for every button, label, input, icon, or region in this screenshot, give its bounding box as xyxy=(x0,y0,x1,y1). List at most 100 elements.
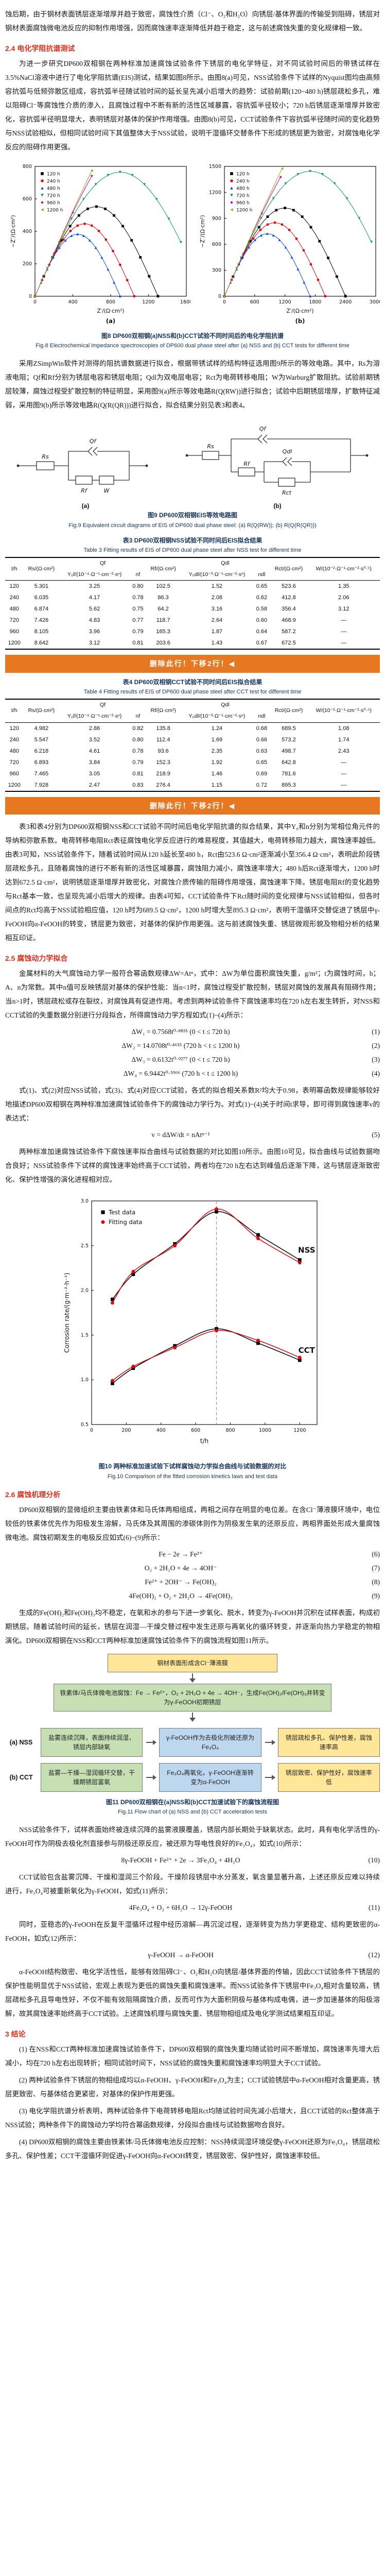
svg-text:Fitting data: Fitting data xyxy=(109,1218,142,1226)
paragraph-circuit-intro: 采用ZSimpWin软件对测得的阻抗谱数据进行拟合，根据带锈试样的结构特征选用图… xyxy=(5,360,380,410)
table-cell: 86.3 xyxy=(157,595,169,601)
flow-connector xyxy=(192,1673,193,1679)
table-row: 480 6.218 4.61 0.78 93.6 2.35 0.63 498.7 2.43 xyxy=(5,745,380,757)
paragraph-mechanism-summary: α-FeOOH结构致密、电化学活性低，能够有效阻碍Cl⁻、O₂和H₂O向锈层/基… xyxy=(5,1968,380,2018)
table-cell: 720 xyxy=(9,617,19,624)
table-cell: 3.12 xyxy=(338,606,349,613)
table-cell: 5.547 xyxy=(34,736,49,743)
col-header: Qdl xyxy=(221,702,230,708)
table-cell: 3.84 xyxy=(89,759,100,766)
figure-10-caption-en: Fig.10 Comparison of the fitted corrosio… xyxy=(107,1473,278,1480)
table-cell: 412.8 xyxy=(282,595,296,601)
table-cell: 93.6 xyxy=(157,748,169,754)
svg-text:1.0: 1.0 xyxy=(81,1378,89,1383)
svg-text:1200: 1200 xyxy=(293,1428,306,1433)
table-row: 1200 8.642 3.12 0.81 203.6 1.43 0.67 672.5 — xyxy=(5,637,380,649)
conclusion-item-3: (3) 电化学阻抗谱分析表明，两种试验条件下电荷转移电阻Rct均随试验时间先减小… xyxy=(5,2107,380,2129)
table-row: 960 7.465 3.05 0.81 218.9 1.46 0.69 781.6 — xyxy=(5,768,380,779)
manuscript-page: 蚀后期，由于钢材表面锈层逐渐增厚并趋于致密，腐蚀性介质（Cl⁻、O₂和H₂O）向… xyxy=(5,10,380,2160)
equation-1: ΔW₁ = 0.7568t⁰·⁸⁸³⁵ (0 < t ≤ 720 h) (1) xyxy=(5,1028,380,1036)
label-qf: Qf xyxy=(90,438,97,445)
table-cell: 218.9 xyxy=(156,770,170,777)
equation-number: (3) xyxy=(372,1056,380,1064)
svg-text:0: 0 xyxy=(223,299,226,305)
svg-text:720 h: 720 h xyxy=(236,194,250,199)
svg-text:120 h: 120 h xyxy=(236,172,250,177)
figure-8-caption-en: Fig.8 Electrochemical impedance spectros… xyxy=(36,343,349,349)
arrow-right-icon xyxy=(265,1774,275,1780)
equation-number: (7) xyxy=(372,1564,380,1572)
table-cell: 7.426 xyxy=(34,617,49,624)
table-3-title-en: Table 3 Fitting results of EIS of DP600 … xyxy=(83,547,302,554)
label-qf: Qf xyxy=(259,426,267,432)
equation-6: Fe − 2e → Fe²⁺ (6) xyxy=(5,1550,380,1558)
svg-text:0.5: 0.5 xyxy=(81,1422,89,1428)
table-row: 240 5.547 3.52 0.80 112.4 1.69 0.66 573.2 1.74 xyxy=(5,734,380,745)
table-cell: 0.77 xyxy=(132,617,144,624)
flow-box: 锈层疏松多孔、保护性差，腐蚀速率高 xyxy=(277,1727,380,1757)
table-cell: 1.92 xyxy=(211,759,223,766)
table-cell: 0.80 xyxy=(132,736,144,743)
svg-text:0: 0 xyxy=(218,294,221,299)
table-cell: 3.25 xyxy=(89,583,100,590)
table-cell: 672.5 xyxy=(282,640,296,647)
table-3-title-cn: 表3 DP600双相钢NSS试验不同时间后EIS拟合结果 xyxy=(122,536,262,544)
paragraph-eis-intro: 为进一步研究DP600双相钢在两种标准加速腐蚀试验条件下锈层的电化学特征，对不同… xyxy=(5,60,380,151)
equation-body: O₂ + 2H₂O + 4e → 4OH⁻ xyxy=(144,1564,217,1572)
table-cell: 0.66 xyxy=(256,736,268,743)
svg-text:1200: 1200 xyxy=(142,299,154,305)
equation-2: ΔW₂ = 14.0708t⁰·⁴⁶⁵⁵ (720 h < t ≤ 1200 h… xyxy=(5,1042,380,1050)
paragraph-nss-mechanism: NSS试验条件下，试样表面始终被连续沉降的盐雾液膜覆盖，锈层内部长期处于缺氧状态… xyxy=(5,1826,380,1848)
paragraph-mechanism-intro: DP600双相钢的显微组织主要由铁素体和马氏体两相组成，两相之间存在明显的电位差… xyxy=(5,1505,380,1541)
table-cell: 2.06 xyxy=(338,595,349,601)
table-cell: 480 xyxy=(9,606,19,613)
figure-10-caption-cn: 图10 两种标准加速试验下试样腐蚀动力学拟合曲线与试验数据的对比 xyxy=(98,1463,287,1470)
label-rf: Rf xyxy=(243,461,251,467)
conclusion-item-4: (4) DP600双相钢的腐蚀主要由铁素体/马氏体微电池反应控制：NSS持续润湿… xyxy=(5,2138,380,2160)
table-cell: 0.72 xyxy=(256,782,268,788)
table-cell: 112.4 xyxy=(156,736,170,743)
equation-body: 4Fe(OH)₂ + O₂ + 2H₂O → 4Fe(OH)₃ xyxy=(129,1591,233,1600)
col-header: Y₀f/(10⁻⁴·Ω⁻¹·cm⁻²·sⁿ) xyxy=(67,713,122,720)
table-cell: 689.5 xyxy=(282,725,296,732)
table-cell: 781.6 xyxy=(282,770,296,777)
svg-text:t/h: t/h xyxy=(200,1437,208,1445)
table-cell: 1.69 xyxy=(211,736,223,743)
table-cell: 1.87 xyxy=(211,629,223,635)
flow-box-microcell: 铁素体/马氏体微电池腐蚀：Fe → Fe²⁺，O₂ + 2H₂O + 4e → … xyxy=(54,1683,331,1711)
table-cell: 1.08 xyxy=(338,725,349,732)
paragraph-rust-evolution: 生成的Fe(OH)₂和Fe(OH)₃均不稳定，在氧和水的参与下进一步氧化、脱水，… xyxy=(5,1608,380,1645)
arrow-down-icon xyxy=(189,1678,196,1683)
table-3-body: 120 5.301 3.25 0.80 102.5 1.52 0.65 523.6 1.35 24… xyxy=(5,581,380,650)
table-cell: 960 xyxy=(9,629,19,635)
arrow-right-icon xyxy=(146,1739,157,1745)
svg-text:300: 300 xyxy=(212,268,221,274)
table-cell: 3.52 xyxy=(89,736,100,743)
table-cell: — xyxy=(341,759,347,766)
table-cell: 0.81 xyxy=(132,640,144,647)
table-row: 960 8.105 3.96 0.79 165.3 1.87 0.64 587.2 — xyxy=(5,626,380,637)
svg-text:1500: 1500 xyxy=(209,164,221,170)
table-cell: 0.65 xyxy=(256,759,268,766)
section-heading-2-5: 2.5 腐蚀动力学拟合 xyxy=(5,954,68,963)
equation-body: ΔW₂ = 14.0708t⁰·⁴⁶⁵⁵ (720 h < t ≤ 1200 h… xyxy=(121,1042,240,1050)
table-cell: — xyxy=(341,782,347,788)
table-cell: — xyxy=(341,640,347,647)
table-row: 120 4.982 2.86 0.82 135.8 1.24 0.68 689.5 1.08 xyxy=(5,722,380,734)
col-header: Rs/(Ω·cm²) xyxy=(28,707,55,714)
flow-row-label-nss: (a) NSS xyxy=(9,1738,33,1746)
table-cell: 468.9 xyxy=(282,617,296,624)
table-cell: 3.05 xyxy=(89,770,100,777)
equation-7: O₂ + 2H₂O + 4e → 4OH⁻ (7) xyxy=(5,1564,380,1572)
table-row: 120 5.301 3.25 0.80 102.5 1.52 0.65 523.6 1.35 xyxy=(5,581,380,592)
circuit-b-diagram: Rs Qf Rf Qdl xyxy=(185,426,369,496)
editor-annotation-banner: 删除此行！下移2行！◀ xyxy=(5,655,380,673)
col-header: nf xyxy=(135,571,141,578)
col-header: Rf/(Ω·cm²) xyxy=(150,565,176,572)
arrow-right-icon xyxy=(265,1739,275,1745)
flow-box: Fe₃O₄再氧化，γ-FeOOH逐渐转变为α-FeOOH xyxy=(159,1762,261,1792)
equation-number: (10) xyxy=(368,1856,380,1865)
label-rct: Rct xyxy=(282,489,292,496)
table-cell: 6.035 xyxy=(34,595,49,601)
